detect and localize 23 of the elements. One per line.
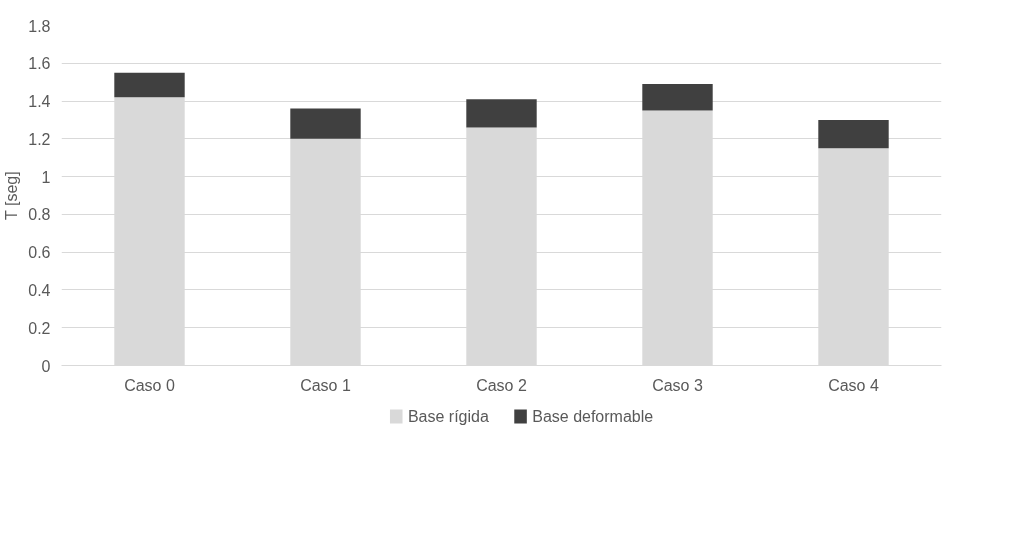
y-tick-label: 1	[41, 168, 51, 186]
y-tick-label: 1.4	[28, 93, 51, 111]
y-axis-title: T [seg]	[3, 171, 21, 220]
bar	[818, 119, 889, 149]
legend-label: Base rígida	[407, 408, 489, 425]
y-tick-label: 0.8	[28, 206, 51, 224]
y-tick-label: 1.8	[28, 17, 51, 35]
y-tick-label: 0.4	[28, 281, 51, 299]
bar	[114, 72, 185, 98]
x-tick-label: Caso 2	[476, 376, 527, 394]
x-tick-label: Caso 0	[124, 376, 175, 394]
legend-label: Base deformable	[532, 408, 654, 425]
x-tick-label: Caso 1	[300, 376, 351, 394]
bar	[466, 99, 537, 128]
bar	[642, 84, 713, 111]
y-tick-label: 0.6	[28, 244, 51, 262]
bar	[290, 108, 361, 139]
x-tick-label: Caso 4	[828, 376, 879, 394]
y-tick-label: 0.2	[28, 319, 51, 337]
y-tick-label: 0	[41, 357, 51, 375]
y-tick-label: 1.2	[28, 130, 51, 148]
x-tick-label: Caso 3	[652, 376, 703, 394]
y-tick-label: 1.6	[28, 55, 51, 73]
